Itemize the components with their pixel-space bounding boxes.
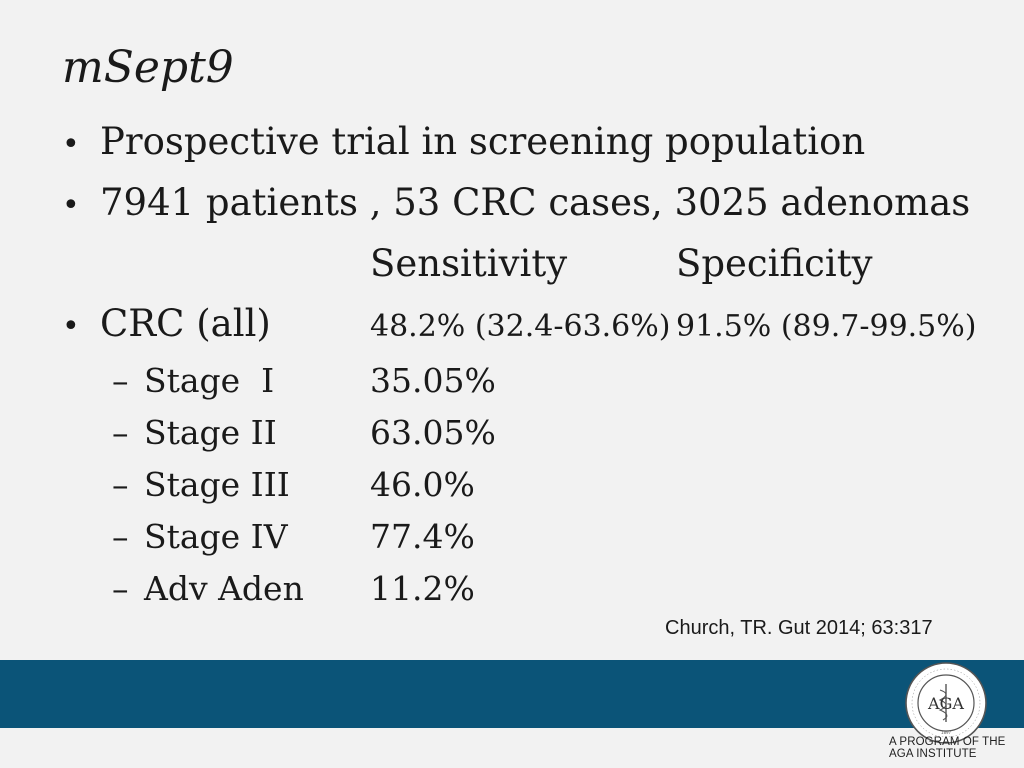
- bullet-patients: • 7941 patients , 53 CRC cases, 3025 aden…: [62, 181, 970, 224]
- header-sensitivity: Sensitivity: [370, 242, 568, 285]
- bullet-icon: •: [62, 309, 80, 344]
- sub-row-value: 35.05%: [370, 361, 496, 400]
- program-caption: A PROGRAM OF THE AGA INSTITUTE: [889, 736, 1006, 760]
- bullet-icon: •: [62, 188, 80, 223]
- sub-row-label: Stage II: [144, 413, 277, 452]
- citation: Church, TR. Gut 2014; 63:317: [665, 617, 933, 639]
- sub-row-value: 46.0%: [370, 465, 475, 504]
- dash-icon: –: [112, 413, 129, 452]
- bullet-text: 7941 patients , 53 CRC cases, 3025 adeno…: [100, 181, 971, 224]
- aga-logo: AGA 1897: [903, 660, 989, 746]
- sub-row-label: Stage I: [144, 361, 275, 400]
- sub-row-stage-4: – Stage IV: [112, 517, 288, 556]
- sub-row-label: Stage III: [144, 465, 290, 504]
- sub-row-value: 63.05%: [370, 413, 496, 452]
- sub-row-stage-3: – Stage III: [112, 465, 290, 504]
- bullet-icon: •: [62, 127, 80, 162]
- bullet-text: Prospective trial in screening populatio…: [100, 120, 866, 163]
- aga-seal-icon: AGA 1897: [905, 662, 987, 744]
- bullet-crc-all: • CRC (all): [62, 302, 271, 345]
- bullet-trial: • Prospective trial in screening populati…: [62, 120, 865, 163]
- crc-label: CRC (all): [100, 302, 271, 345]
- dash-icon: –: [112, 465, 129, 504]
- header-specificity: Specificity: [676, 242, 873, 285]
- sub-row-adv-aden: – Adv Aden: [112, 569, 304, 608]
- sub-row-label: Adv Aden: [144, 569, 304, 608]
- logo-year: 1897: [941, 730, 952, 735]
- crc-sensitivity: 48.2% (32.4-63.6%): [370, 309, 671, 344]
- dash-icon: –: [112, 361, 129, 400]
- sub-row-stage-2: – Stage II: [112, 413, 277, 452]
- sub-row-value: 11.2%: [370, 569, 475, 608]
- logo-text: AGA: [927, 694, 964, 713]
- dash-icon: –: [112, 517, 129, 556]
- dash-icon: –: [112, 569, 129, 608]
- sub-row-stage-1: – Stage I: [112, 361, 274, 400]
- footer-band: [0, 660, 1024, 728]
- crc-specificity: 91.5% (89.7-99.5%): [676, 309, 977, 344]
- sub-row-label: Stage IV: [144, 517, 288, 556]
- slide-title: mSept9: [62, 42, 234, 93]
- sub-row-value: 77.4%: [370, 517, 475, 556]
